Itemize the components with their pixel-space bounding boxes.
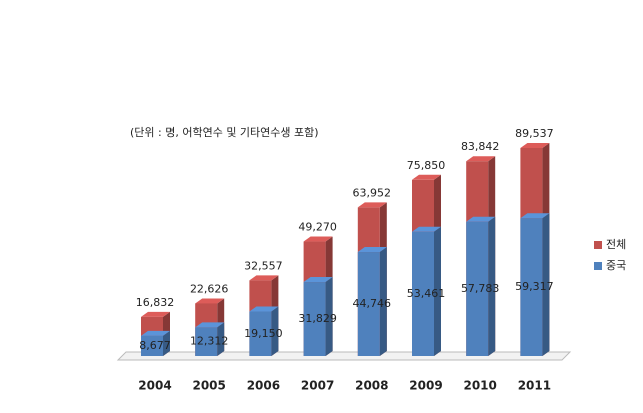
x-tick-label: 2008 (355, 379, 388, 393)
bar-top (520, 143, 550, 148)
data-label: 63,952 (353, 186, 392, 199)
bar-side (488, 216, 496, 356)
bar-top (249, 275, 279, 281)
bar-top (141, 330, 170, 336)
bar (357, 252, 380, 356)
data-label: 44,746 (353, 297, 392, 310)
x-tick-label: 2005 (192, 379, 225, 393)
bar-top (303, 277, 333, 283)
x-tick-label: 2006 (247, 379, 280, 393)
bar-top (412, 174, 441, 180)
x-tick-label: 2004 (138, 379, 171, 393)
bar-top (249, 306, 279, 312)
bar-side (379, 247, 387, 356)
data-label: 57,783 (461, 282, 500, 295)
data-label: 32,557 (244, 259, 283, 272)
legend-swatch (594, 241, 602, 249)
bar-side (271, 306, 279, 356)
chart-subtitle: (단위 : 명, 어학연수 및 기타연수생 포함) (130, 126, 319, 139)
data-label: 89,537 (515, 127, 554, 140)
x-tick-label: 2009 (409, 379, 442, 393)
bar-side (542, 213, 550, 356)
data-label: 83,842 (461, 140, 500, 153)
data-label: 75,850 (407, 159, 446, 172)
bar-side (217, 322, 225, 356)
data-label: 16,832 (136, 296, 175, 309)
bar-side (434, 226, 441, 356)
bar (195, 327, 218, 356)
bar-top (303, 236, 333, 242)
bar-top (141, 311, 170, 317)
data-label: 49,270 (298, 221, 337, 234)
x-tick-label: 2011 (518, 379, 551, 393)
legend-swatch (594, 262, 602, 270)
data-label: 59,317 (515, 280, 554, 293)
bar-top (357, 202, 387, 208)
bar (466, 221, 489, 356)
x-tick-label: 2010 (463, 379, 496, 393)
bar-side (325, 277, 333, 356)
bar-top (412, 226, 441, 232)
bar-top (520, 213, 550, 219)
bar-top (466, 216, 496, 222)
data-label: 53,461 (407, 287, 446, 300)
data-label: 19,150 (244, 327, 283, 340)
bar (412, 231, 434, 356)
bar (249, 311, 272, 356)
bar-top (357, 247, 387, 253)
floor (116, 351, 572, 361)
legend-label: 중국 (606, 259, 626, 272)
bar-top (466, 156, 496, 162)
bar-side (163, 330, 170, 356)
data-label: 12,312 (190, 335, 229, 348)
x-tick-label: 2007 (301, 379, 334, 393)
data-label: 31,829 (298, 312, 337, 325)
bar (303, 282, 326, 356)
bar-top (195, 322, 225, 328)
bar (141, 335, 163, 356)
data-label: 8,677 (139, 339, 171, 352)
data-label: 22,626 (190, 282, 229, 295)
bar-top (195, 298, 225, 304)
bar (520, 218, 543, 356)
legend-label: 전체 (606, 238, 626, 251)
